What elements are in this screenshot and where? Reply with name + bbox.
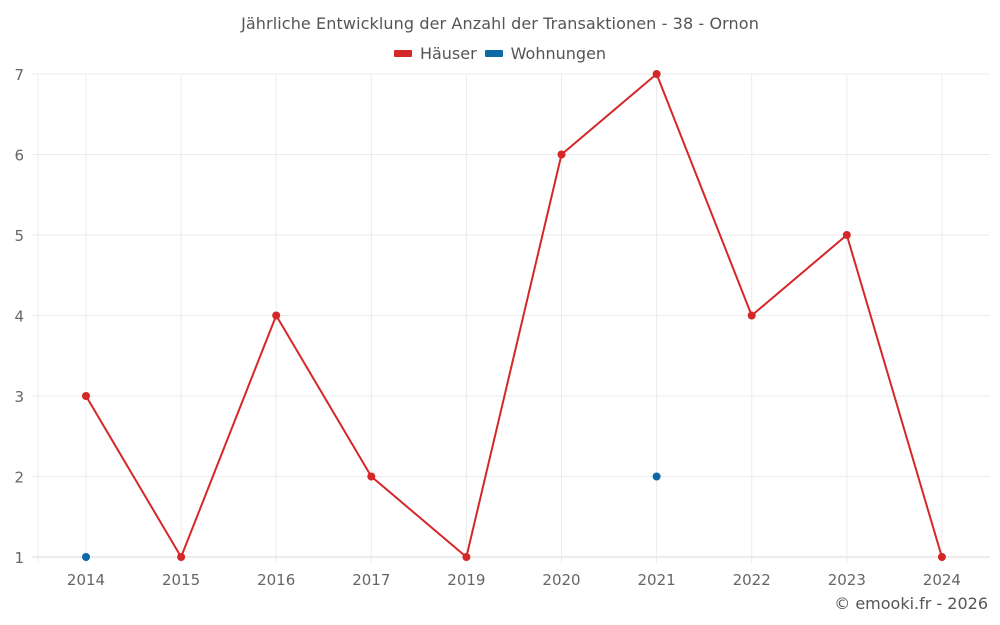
x-tick-label: 2014 bbox=[67, 571, 105, 589]
data-point[interactable] bbox=[652, 70, 661, 78]
x-tick-label: 2017 bbox=[352, 571, 390, 589]
data-point[interactable] bbox=[177, 553, 186, 561]
x-axis: 2014 2015 2016 2017 2019 2020 2021 2022 2023 2024 bbox=[67, 571, 961, 589]
data-point[interactable] bbox=[367, 472, 376, 481]
data-point[interactable] bbox=[272, 311, 281, 320]
credit-text: © emooki.fr - 2026 bbox=[834, 594, 988, 613]
data-point[interactable] bbox=[462, 553, 471, 561]
x-tick-label: 2019 bbox=[447, 571, 485, 589]
data-point[interactable] bbox=[82, 553, 90, 561]
legend-swatch-icon bbox=[393, 50, 412, 57]
x-tick-label: 2024 bbox=[923, 571, 961, 589]
y-axis: 1 2 3 4 5 6 7 bbox=[14, 66, 24, 567]
x-tick-label: 2021 bbox=[638, 571, 676, 589]
data-point[interactable] bbox=[937, 553, 946, 561]
x-tick-label: 2020 bbox=[542, 571, 580, 589]
y-tick-label: 5 bbox=[14, 227, 24, 245]
legend-item-wohnungen[interactable]: Wohnungen bbox=[484, 44, 607, 63]
legend-item-haeuser[interactable]: Häuser bbox=[393, 44, 477, 63]
legend-swatch-icon bbox=[484, 50, 503, 57]
series-line-0 bbox=[85, 73, 943, 558]
series-layer bbox=[82, 70, 946, 561]
y-tick-label: 7 bbox=[14, 66, 24, 84]
y-tick-label: 1 bbox=[14, 549, 24, 567]
x-tick-label: 2023 bbox=[828, 571, 866, 589]
legend-label: Wohnungen bbox=[510, 44, 607, 63]
y-tick-label: 4 bbox=[14, 308, 24, 326]
data-point[interactable] bbox=[652, 472, 661, 481]
chart-legend: Häuser Wohnungen bbox=[0, 44, 1000, 63]
data-point[interactable] bbox=[82, 392, 90, 400]
x-tick-label: 2015 bbox=[162, 571, 200, 589]
x-tick-label: 2016 bbox=[257, 571, 295, 589]
y-tick-label: 6 bbox=[14, 147, 24, 165]
y-tick-label: 2 bbox=[14, 469, 24, 487]
gridlines bbox=[32, 73, 990, 563]
data-point[interactable] bbox=[747, 311, 756, 320]
x-tick-label: 2022 bbox=[733, 571, 771, 589]
y-tick-label: 3 bbox=[14, 388, 24, 406]
legend-label: Häuser bbox=[419, 44, 477, 63]
data-point[interactable] bbox=[842, 231, 851, 239]
data-point[interactable] bbox=[557, 150, 566, 159]
chart-title: Jährliche Entwicklung der Anzahl der Tra… bbox=[241, 14, 759, 33]
